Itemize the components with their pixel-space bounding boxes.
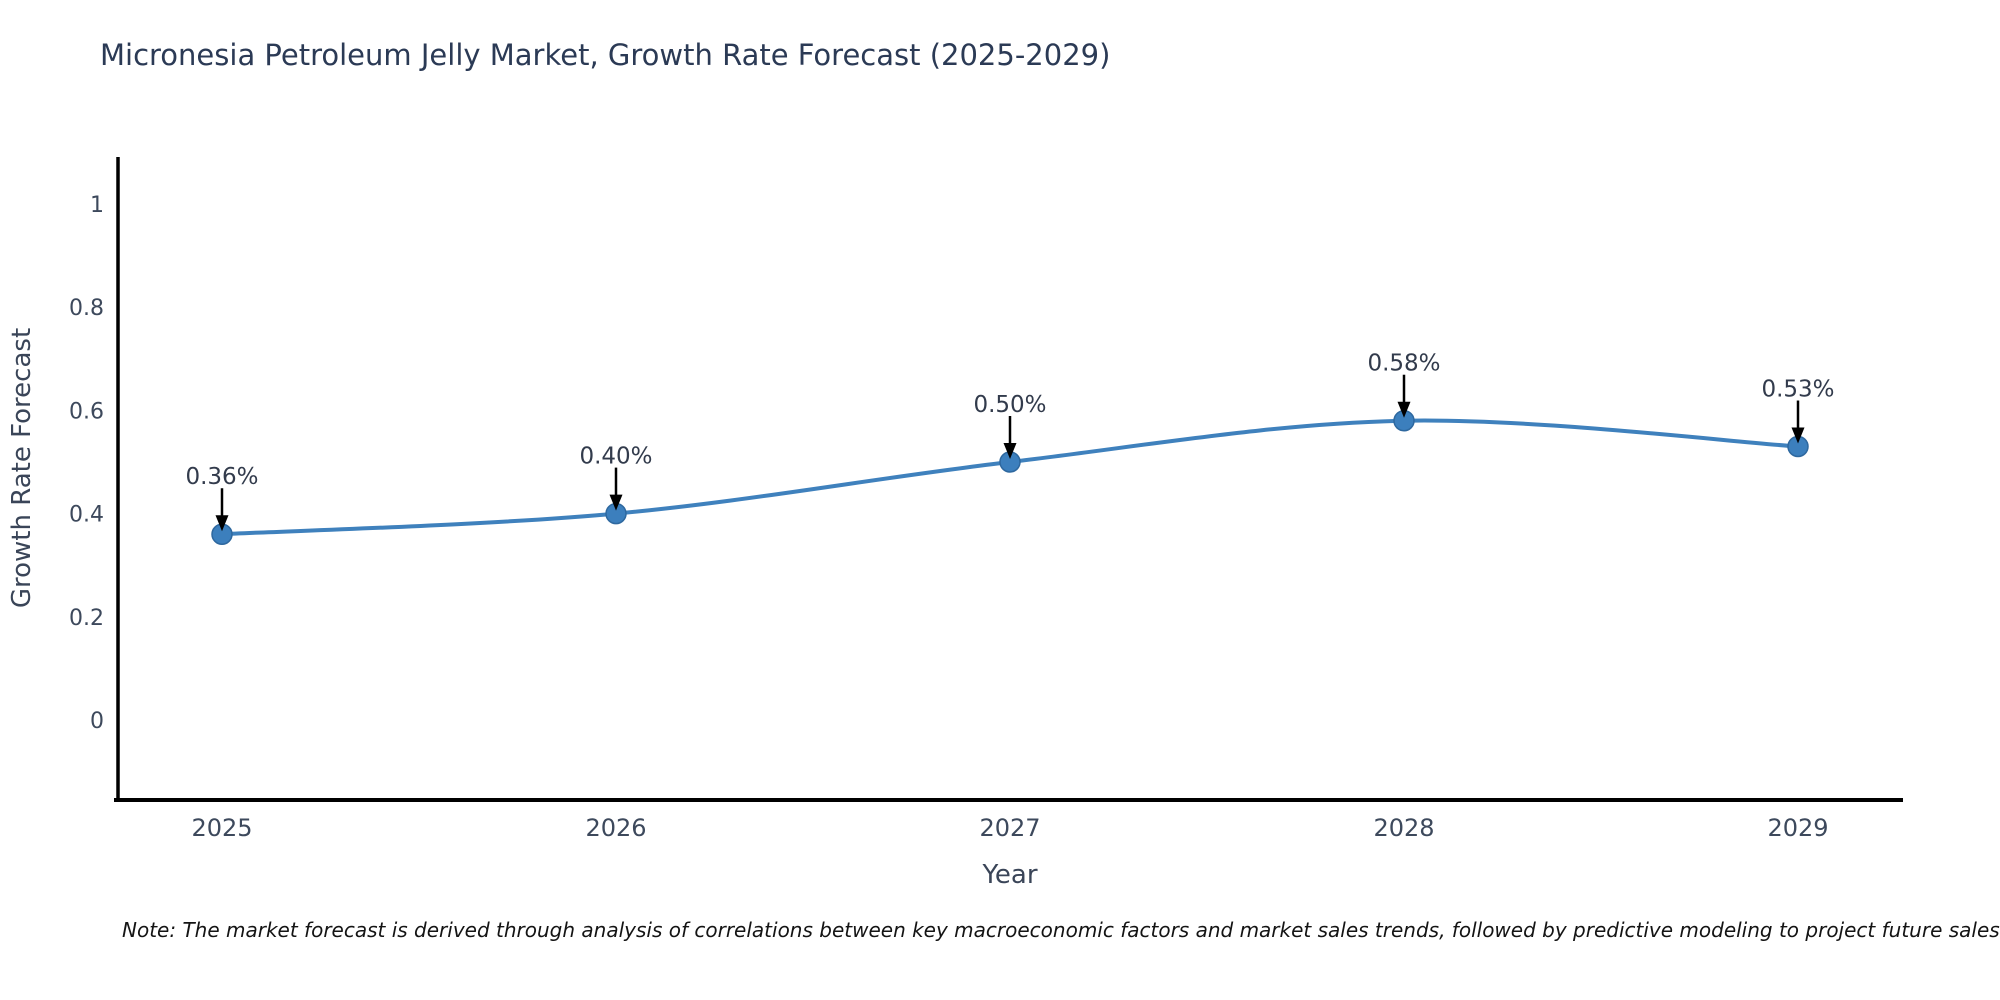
- x-tick-label: 2027: [979, 814, 1040, 842]
- annotation-label: 0.40%: [579, 444, 652, 470]
- x-tick-label: 2028: [1373, 814, 1434, 842]
- footnote-text: Note: The market forecast is derived thr…: [122, 918, 2000, 942]
- annotation-arrow-head: [215, 515, 229, 532]
- y-tick-label: 0.6: [69, 399, 104, 424]
- annotation-label: 0.58%: [1367, 351, 1440, 377]
- chart-title: Micronesia Petroleum Jelly Market, Growt…: [100, 38, 1111, 72]
- annotation-arrow-head: [1397, 401, 1411, 418]
- y-tick-label: 0.4: [69, 503, 104, 528]
- x-tick-label: 2025: [191, 814, 252, 842]
- annotation-label: 0.36%: [185, 464, 258, 490]
- y-tick-label: 0.2: [69, 606, 104, 631]
- annotation-label: 0.53%: [1761, 377, 1834, 403]
- y-tick-label: 0: [90, 709, 104, 734]
- x-axis-title: Year: [982, 860, 1038, 890]
- x-tick-label: 2029: [1767, 814, 1828, 842]
- y-tick-label: 1: [90, 193, 104, 218]
- y-tick-label: 0.8: [69, 296, 104, 321]
- annotation-label: 0.50%: [973, 392, 1046, 418]
- annotation-arrow-head: [1791, 427, 1805, 444]
- annotation-arrow-head: [1003, 443, 1017, 459]
- x-tick-label: 2026: [585, 814, 646, 842]
- annotation-arrow-head: [609, 494, 623, 511]
